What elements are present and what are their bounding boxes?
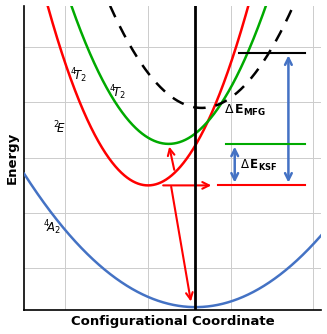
Text: $^2\!E$: $^2\!E$ bbox=[53, 119, 66, 136]
Text: $^4\!T_2$: $^4\!T_2$ bbox=[109, 83, 126, 102]
Text: $\Delta\,\mathbf{E_{KSF}}$: $\Delta\,\mathbf{E_{KSF}}$ bbox=[240, 158, 277, 173]
Text: $^4\!T_2$: $^4\!T_2$ bbox=[70, 66, 87, 85]
Text: $\Delta\,\mathbf{E_{MFG}}$: $\Delta\,\mathbf{E_{MFG}}$ bbox=[224, 103, 267, 118]
Text: $^4\!A_2$: $^4\!A_2$ bbox=[43, 218, 61, 237]
X-axis label: Configurational Coordinate: Configurational Coordinate bbox=[71, 315, 275, 328]
Y-axis label: Energy: Energy bbox=[6, 132, 19, 184]
